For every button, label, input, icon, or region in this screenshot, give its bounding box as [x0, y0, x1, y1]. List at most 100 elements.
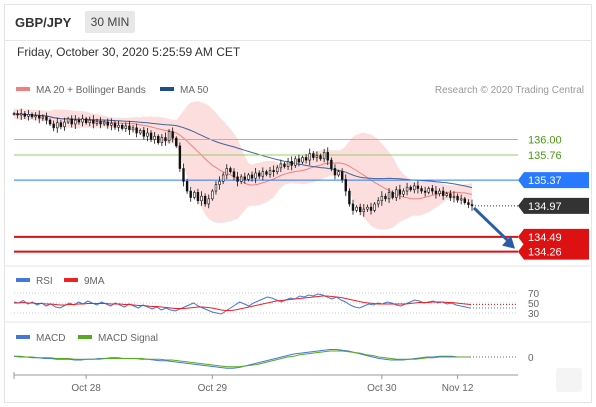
research-credit: Research © 2020 Trading Central — [435, 85, 584, 96]
candle-body — [214, 184, 218, 192]
candle-body — [225, 168, 228, 176]
candle-body — [95, 121, 99, 124]
candle-body — [438, 190, 441, 194]
logo-watermark — [556, 368, 582, 392]
chart-widget: GBP/JPY 30 MIN Friday, October 30, 2020 … — [4, 4, 592, 403]
candle-body — [77, 119, 81, 123]
candle-body — [405, 186, 409, 192]
last-price-tag — [518, 197, 589, 214]
candle-body — [193, 192, 196, 198]
macd-tick-label: 0 — [528, 353, 534, 364]
legend-label: MACD Signal — [98, 333, 158, 344]
candle-body — [189, 190, 192, 198]
candle-body — [312, 153, 315, 158]
candle-body — [344, 179, 347, 192]
candle-body — [322, 152, 326, 160]
candle-body — [470, 204, 474, 207]
candle-body — [294, 158, 297, 166]
symbol-title: GBP/JPY — [15, 15, 72, 30]
candle-body — [120, 124, 124, 129]
candle-body — [276, 167, 279, 173]
candle-body — [449, 193, 452, 198]
legend-swatch — [64, 278, 78, 282]
candle-body — [441, 190, 445, 196]
candle-body — [63, 121, 66, 127]
x-tick-label: Oct 29 — [198, 383, 228, 394]
macd-signal-line — [14, 350, 470, 368]
candle-body — [167, 131, 171, 142]
candle-body — [308, 153, 311, 161]
legend-label: RSI — [36, 276, 53, 287]
candle-body — [402, 190, 405, 195]
candle-body — [34, 115, 37, 118]
candle-body — [185, 181, 189, 192]
forecast-arrow — [472, 206, 511, 243]
candle-body — [301, 157, 304, 163]
candle-body — [131, 127, 135, 131]
candle-body — [239, 176, 243, 182]
candle-body — [366, 206, 369, 210]
legend-swatch — [16, 278, 30, 282]
candle-body — [362, 208, 366, 212]
candle-body — [423, 190, 427, 193]
candle-body — [290, 161, 293, 166]
candle-body — [355, 206, 358, 211]
candle-body — [254, 172, 257, 179]
legend-swatch — [78, 335, 92, 339]
candle-body — [52, 123, 55, 129]
candle-body — [48, 119, 52, 125]
candle-body — [326, 152, 329, 161]
resistance-label: 135.76 — [528, 150, 562, 162]
rsi-tick-label: 70 — [528, 289, 540, 300]
x-tick-label: Nov 12 — [442, 383, 474, 394]
candle-body — [333, 168, 337, 176]
candle-body — [427, 188, 430, 193]
candle-body — [359, 206, 362, 212]
candle-body — [380, 195, 384, 202]
legend-label: MA 20 + Bollinger Bands — [36, 85, 146, 96]
last-price-label: 134.97 — [528, 201, 562, 213]
candle-body — [113, 123, 117, 128]
widget-header: GBP/JPY 30 MIN — [5, 5, 591, 41]
timeframe-button[interactable]: 30 MIN — [85, 11, 135, 33]
candle-body — [38, 115, 41, 119]
candle-body — [16, 113, 19, 116]
candle-body — [229, 168, 232, 173]
candle-body — [395, 189, 398, 198]
candle-body — [196, 192, 200, 202]
candle-body — [283, 163, 286, 167]
candle-body — [250, 174, 254, 179]
candle-body — [416, 185, 420, 189]
ma50-line — [13, 113, 473, 189]
candle-body — [261, 171, 265, 177]
support-tag — [518, 228, 589, 245]
candle-body — [373, 203, 376, 211]
support-tag — [518, 243, 589, 260]
candle-body — [149, 132, 153, 140]
candle-body — [413, 185, 416, 191]
candle-body — [431, 188, 434, 192]
candle-body — [279, 163, 283, 169]
candle-body — [434, 190, 438, 194]
candle-body — [398, 189, 402, 195]
candle-body — [164, 137, 167, 142]
candle-body — [420, 188, 423, 192]
candle-body — [391, 192, 394, 198]
pivot-label: 135.37 — [528, 175, 562, 187]
candle-body — [178, 145, 182, 169]
candle-body — [102, 121, 106, 125]
candle-body — [160, 137, 164, 143]
legend-swatch — [160, 87, 174, 91]
candle-body — [445, 193, 448, 196]
legend-label: MA 50 — [180, 85, 209, 96]
candle-body — [182, 168, 185, 182]
candle-body — [110, 123, 113, 126]
candle-body — [70, 118, 73, 125]
candle-body — [84, 118, 88, 124]
candle-body — [330, 159, 333, 169]
candle-body — [45, 116, 48, 121]
candle-body — [265, 171, 268, 175]
candle-body — [171, 131, 174, 139]
x-tick-label: Oct 28 — [71, 383, 101, 394]
